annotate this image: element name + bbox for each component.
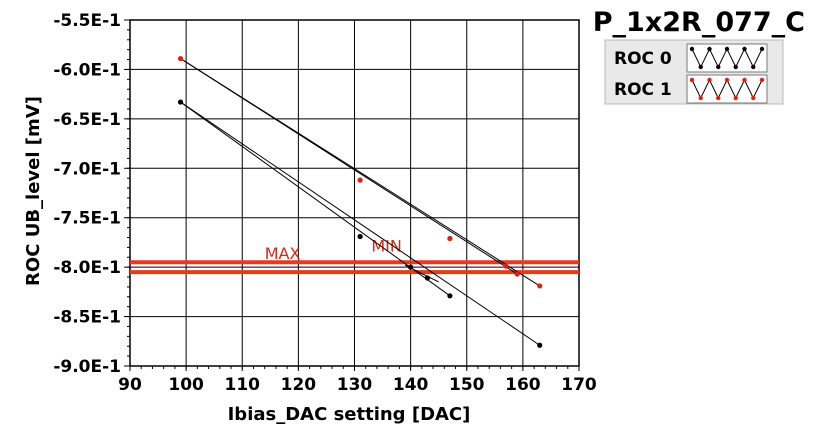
legend-marker xyxy=(742,46,747,52)
legend-label: ROC 0 xyxy=(614,49,672,69)
x-tick-label: 110 xyxy=(225,375,261,395)
y-tick-label: -9.0E-1 xyxy=(53,357,121,377)
x-tick-label: 170 xyxy=(561,375,597,395)
data-point xyxy=(447,293,453,299)
legend-marker xyxy=(751,64,756,70)
legend-marker xyxy=(707,46,712,52)
y-tick-label: -6.0E-1 xyxy=(53,60,121,80)
legend-label: ROC 1 xyxy=(614,80,672,100)
legend-marker xyxy=(751,95,756,101)
data-point xyxy=(537,342,543,348)
data-point xyxy=(503,263,509,269)
data-point xyxy=(357,233,363,240)
y-tick-label: -8.0E-1 xyxy=(53,258,121,278)
y-tick-label: -5.5E-1 xyxy=(53,11,121,31)
y-tick-label: -6.5E-1 xyxy=(53,110,121,130)
fit-line xyxy=(180,58,540,287)
y-tick-label: -7.5E-1 xyxy=(53,209,121,229)
data-point xyxy=(177,55,184,62)
y-axis-title: ROC UB_level [mV] xyxy=(23,96,44,286)
annotation-label: MIN xyxy=(371,236,402,255)
x-tick-label: 90 xyxy=(118,375,142,395)
data-point xyxy=(408,264,414,270)
plot-area: 90 100 110 120 130 140 150 160 170 -5.5E-1 -6.0E-1… xyxy=(53,11,597,395)
fit-line xyxy=(180,101,451,297)
x-axis-title: Ibias_DAC setting [DAC] xyxy=(228,404,471,425)
legend-marker xyxy=(759,77,765,83)
x-tick-label: 150 xyxy=(449,375,485,395)
legend-marker xyxy=(733,64,738,70)
x-tick-label: 100 xyxy=(168,375,204,395)
annotation-label: MAX xyxy=(265,244,301,263)
legend-marker xyxy=(698,95,703,101)
data-point xyxy=(447,235,453,242)
data-point xyxy=(424,275,431,281)
x-tick-label: 140 xyxy=(393,375,429,395)
legend-marker xyxy=(716,64,721,70)
fit-line xyxy=(180,101,540,346)
legend-marker xyxy=(724,77,730,83)
plot-border xyxy=(129,19,580,367)
x-tick-label: 120 xyxy=(281,375,317,395)
legend-marker xyxy=(742,77,747,83)
y-tick-label: -7.0E-1 xyxy=(53,159,121,179)
x-tick-label: 160 xyxy=(505,375,541,395)
legend-marker xyxy=(759,46,765,52)
x-tick-label: 130 xyxy=(337,375,373,395)
legend-marker xyxy=(698,64,703,70)
data-point xyxy=(537,283,543,289)
legend: ROC 0 ROC 1 xyxy=(604,39,784,105)
legend-marker xyxy=(724,46,730,52)
legend-marker xyxy=(689,77,695,83)
data-point xyxy=(177,99,184,105)
legend-marker xyxy=(733,95,738,101)
chart-title: P_1x2R_077_C xyxy=(593,7,805,38)
y-tick-label: -8.5E-1 xyxy=(53,308,121,328)
legend-marker xyxy=(716,95,721,101)
data-point xyxy=(357,177,363,183)
legend-marker xyxy=(689,46,695,52)
data-point xyxy=(514,271,520,277)
legend-marker xyxy=(707,77,712,83)
